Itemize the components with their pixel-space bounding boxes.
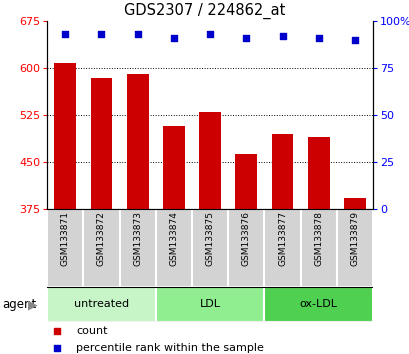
Text: ▶: ▶ xyxy=(28,298,37,311)
Bar xyxy=(83,209,119,287)
Point xyxy=(54,328,60,334)
Bar xyxy=(191,209,228,287)
Text: LDL: LDL xyxy=(199,299,220,309)
Text: untreated: untreated xyxy=(74,299,129,309)
Bar xyxy=(307,137,329,209)
Point xyxy=(351,37,357,43)
Bar xyxy=(90,78,112,209)
Point xyxy=(54,346,60,351)
Text: GSM133875: GSM133875 xyxy=(205,211,214,266)
Bar xyxy=(54,63,76,209)
Text: GSM133877: GSM133877 xyxy=(277,211,286,266)
Point xyxy=(170,35,177,41)
Point xyxy=(134,32,141,37)
Text: GSM133879: GSM133879 xyxy=(350,211,359,266)
Point xyxy=(315,35,321,41)
Bar xyxy=(47,209,83,287)
Bar xyxy=(155,287,264,322)
Text: GSM133873: GSM133873 xyxy=(133,211,142,266)
Bar xyxy=(126,74,148,209)
Text: GSM133878: GSM133878 xyxy=(314,211,322,266)
Point xyxy=(98,32,105,37)
Bar xyxy=(235,154,256,209)
Text: agent: agent xyxy=(2,298,36,311)
Point xyxy=(207,32,213,37)
Bar xyxy=(264,209,300,287)
Bar xyxy=(199,112,220,209)
Bar xyxy=(119,209,155,287)
Text: GSM133871: GSM133871 xyxy=(61,211,70,266)
Bar xyxy=(343,198,365,209)
Bar xyxy=(163,126,184,209)
Text: ox-LDL: ox-LDL xyxy=(299,299,337,309)
Bar xyxy=(228,209,264,287)
Text: GSM133872: GSM133872 xyxy=(97,211,106,266)
Bar xyxy=(155,209,191,287)
Text: GSM133876: GSM133876 xyxy=(241,211,250,266)
Text: GDS2307 / 224862_at: GDS2307 / 224862_at xyxy=(124,2,285,19)
Bar xyxy=(271,134,293,209)
Bar xyxy=(336,209,372,287)
Point xyxy=(243,35,249,41)
Bar xyxy=(300,209,336,287)
Bar xyxy=(264,287,372,322)
Text: GSM133874: GSM133874 xyxy=(169,211,178,266)
Bar xyxy=(47,287,155,322)
Point xyxy=(62,32,68,37)
Text: count: count xyxy=(76,326,108,336)
Point xyxy=(279,33,285,39)
Text: percentile rank within the sample: percentile rank within the sample xyxy=(76,343,264,353)
